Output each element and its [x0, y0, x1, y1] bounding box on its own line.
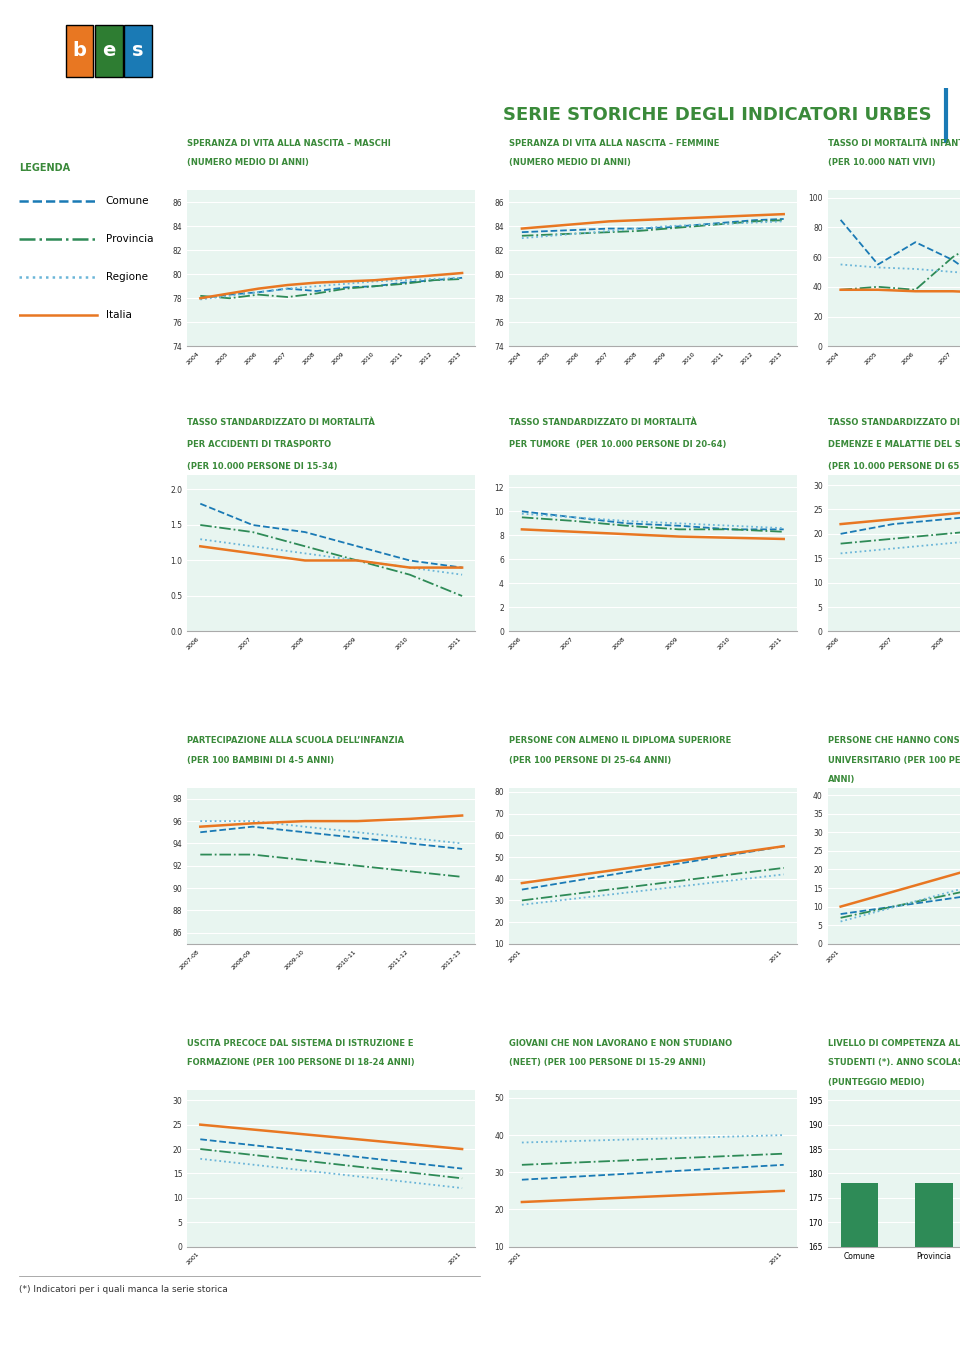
- Text: TASSO DI MORTALITÀ INFANTILE: TASSO DI MORTALITÀ INFANTILE: [828, 139, 960, 148]
- Text: PARTECIPAZIONE ALLA SCUOLA DELL’INFANZIA: PARTECIPAZIONE ALLA SCUOLA DELL’INFANZIA: [187, 736, 404, 746]
- Text: (PER 100 BAMBINI DI 4-5 ANNI): (PER 100 BAMBINI DI 4-5 ANNI): [187, 755, 334, 765]
- FancyBboxPatch shape: [125, 24, 152, 77]
- Text: (PUNTEGGIO MEDIO): (PUNTEGGIO MEDIO): [828, 1078, 924, 1088]
- Text: Comune: Comune: [106, 196, 149, 206]
- Text: Regione: Regione: [106, 272, 148, 282]
- Text: PERSONE CHE HANNO CONSEGUITO UN TITOLO: PERSONE CHE HANNO CONSEGUITO UN TITOLO: [828, 736, 960, 746]
- Text: (NEET) (PER 100 PERSONE DI 15-29 ANNI): (NEET) (PER 100 PERSONE DI 15-29 ANNI): [509, 1058, 706, 1067]
- Text: (NUMERO MEDIO DI ANNI): (NUMERO MEDIO DI ANNI): [509, 158, 631, 167]
- Text: TASSO STANDARDIZZATO DI MORTALITÀ: TASSO STANDARDIZZATO DI MORTALITÀ: [187, 418, 375, 428]
- Text: SPERANZA DI VITA ALLA NASCITA – FEMMINE: SPERANZA DI VITA ALLA NASCITA – FEMMINE: [509, 139, 719, 148]
- Text: SPERANZA DI VITA ALLA NASCITA – MASCHI: SPERANZA DI VITA ALLA NASCITA – MASCHI: [187, 139, 391, 148]
- Text: LIVELLO DI COMPETENZA ALFABETICA DEGLI: LIVELLO DI COMPETENZA ALFABETICA DEGLI: [828, 1039, 960, 1048]
- Text: PERSONE CON ALMENO IL DIPLOMA SUPERIORE: PERSONE CON ALMENO IL DIPLOMA SUPERIORE: [509, 736, 732, 746]
- Text: USCITA PRECOCE DAL SISTEMA DI ISTRUZIONE E: USCITA PRECOCE DAL SISTEMA DI ISTRUZIONE…: [187, 1039, 414, 1048]
- Text: (PER 10.000 NATI VIVI): (PER 10.000 NATI VIVI): [828, 158, 935, 167]
- FancyBboxPatch shape: [95, 24, 123, 77]
- Bar: [841, 1183, 878, 1358]
- Text: SERIE STORICHE DEGLI INDICATORI URBES: SERIE STORICHE DEGLI INDICATORI URBES: [503, 106, 931, 125]
- Text: GIOVANI CHE NON LAVORANO E NON STUDIANO: GIOVANI CHE NON LAVORANO E NON STUDIANO: [509, 1039, 732, 1048]
- Text: PER TUMORE  (PER 10.000 PERSONE DI 20-64): PER TUMORE (PER 10.000 PERSONE DI 20-64): [509, 440, 726, 449]
- Text: e: e: [102, 42, 115, 60]
- FancyBboxPatch shape: [65, 24, 93, 77]
- Text: (PER 10.000 PERSONE DI 15-34): (PER 10.000 PERSONE DI 15-34): [187, 462, 338, 471]
- Text: UNIVERSITARIO (PER 100 PERSONE DI 30-34: UNIVERSITARIO (PER 100 PERSONE DI 30-34: [828, 755, 960, 765]
- Text: (PER 100 PERSONE DI 25-64 ANNI): (PER 100 PERSONE DI 25-64 ANNI): [509, 755, 671, 765]
- Text: Italia: Italia: [106, 310, 132, 320]
- Text: STUDENTI (*). ANNO SCOLASTICO 2011/2012: STUDENTI (*). ANNO SCOLASTICO 2011/2012: [828, 1058, 960, 1067]
- Text: PER ACCIDENTI DI TRASPORTO: PER ACCIDENTI DI TRASPORTO: [187, 440, 331, 449]
- Text: TASSO STANDARDIZZATO DI MORTALITÀ: TASSO STANDARDIZZATO DI MORTALITÀ: [509, 418, 697, 428]
- Text: LEGENDA: LEGENDA: [19, 163, 70, 172]
- Bar: [916, 1183, 953, 1358]
- Text: 5: 5: [474, 1316, 486, 1335]
- Text: Provincia: Provincia: [106, 234, 153, 244]
- Text: (PER 10.000 PERSONE DI 65 ANNI E PIÙ): (PER 10.000 PERSONE DI 65 ANNI E PIÙ): [828, 462, 960, 471]
- Text: b: b: [73, 42, 86, 60]
- Text: FORMAZIONE (PER 100 PERSONE DI 18-24 ANNI): FORMAZIONE (PER 100 PERSONE DI 18-24 ANN…: [187, 1058, 415, 1067]
- Text: (NUMERO MEDIO DI ANNI): (NUMERO MEDIO DI ANNI): [187, 158, 309, 167]
- Text: (*) Indicatori per i quali manca la serie storica: (*) Indicatori per i quali manca la seri…: [19, 1285, 228, 1294]
- Text: ANNI): ANNI): [828, 775, 855, 785]
- Text: Catanzaro: Catanzaro: [757, 37, 931, 65]
- Text: TASSO STANDARDIZZATO DI MORTALITÀ PER: TASSO STANDARDIZZATO DI MORTALITÀ PER: [828, 418, 960, 428]
- Text: ur: ur: [31, 41, 58, 61]
- Text: s: s: [132, 42, 144, 60]
- Text: DEMENZE E MALATTIE DEL SISTEMA NERVOSO: DEMENZE E MALATTIE DEL SISTEMA NERVOSO: [828, 440, 960, 449]
